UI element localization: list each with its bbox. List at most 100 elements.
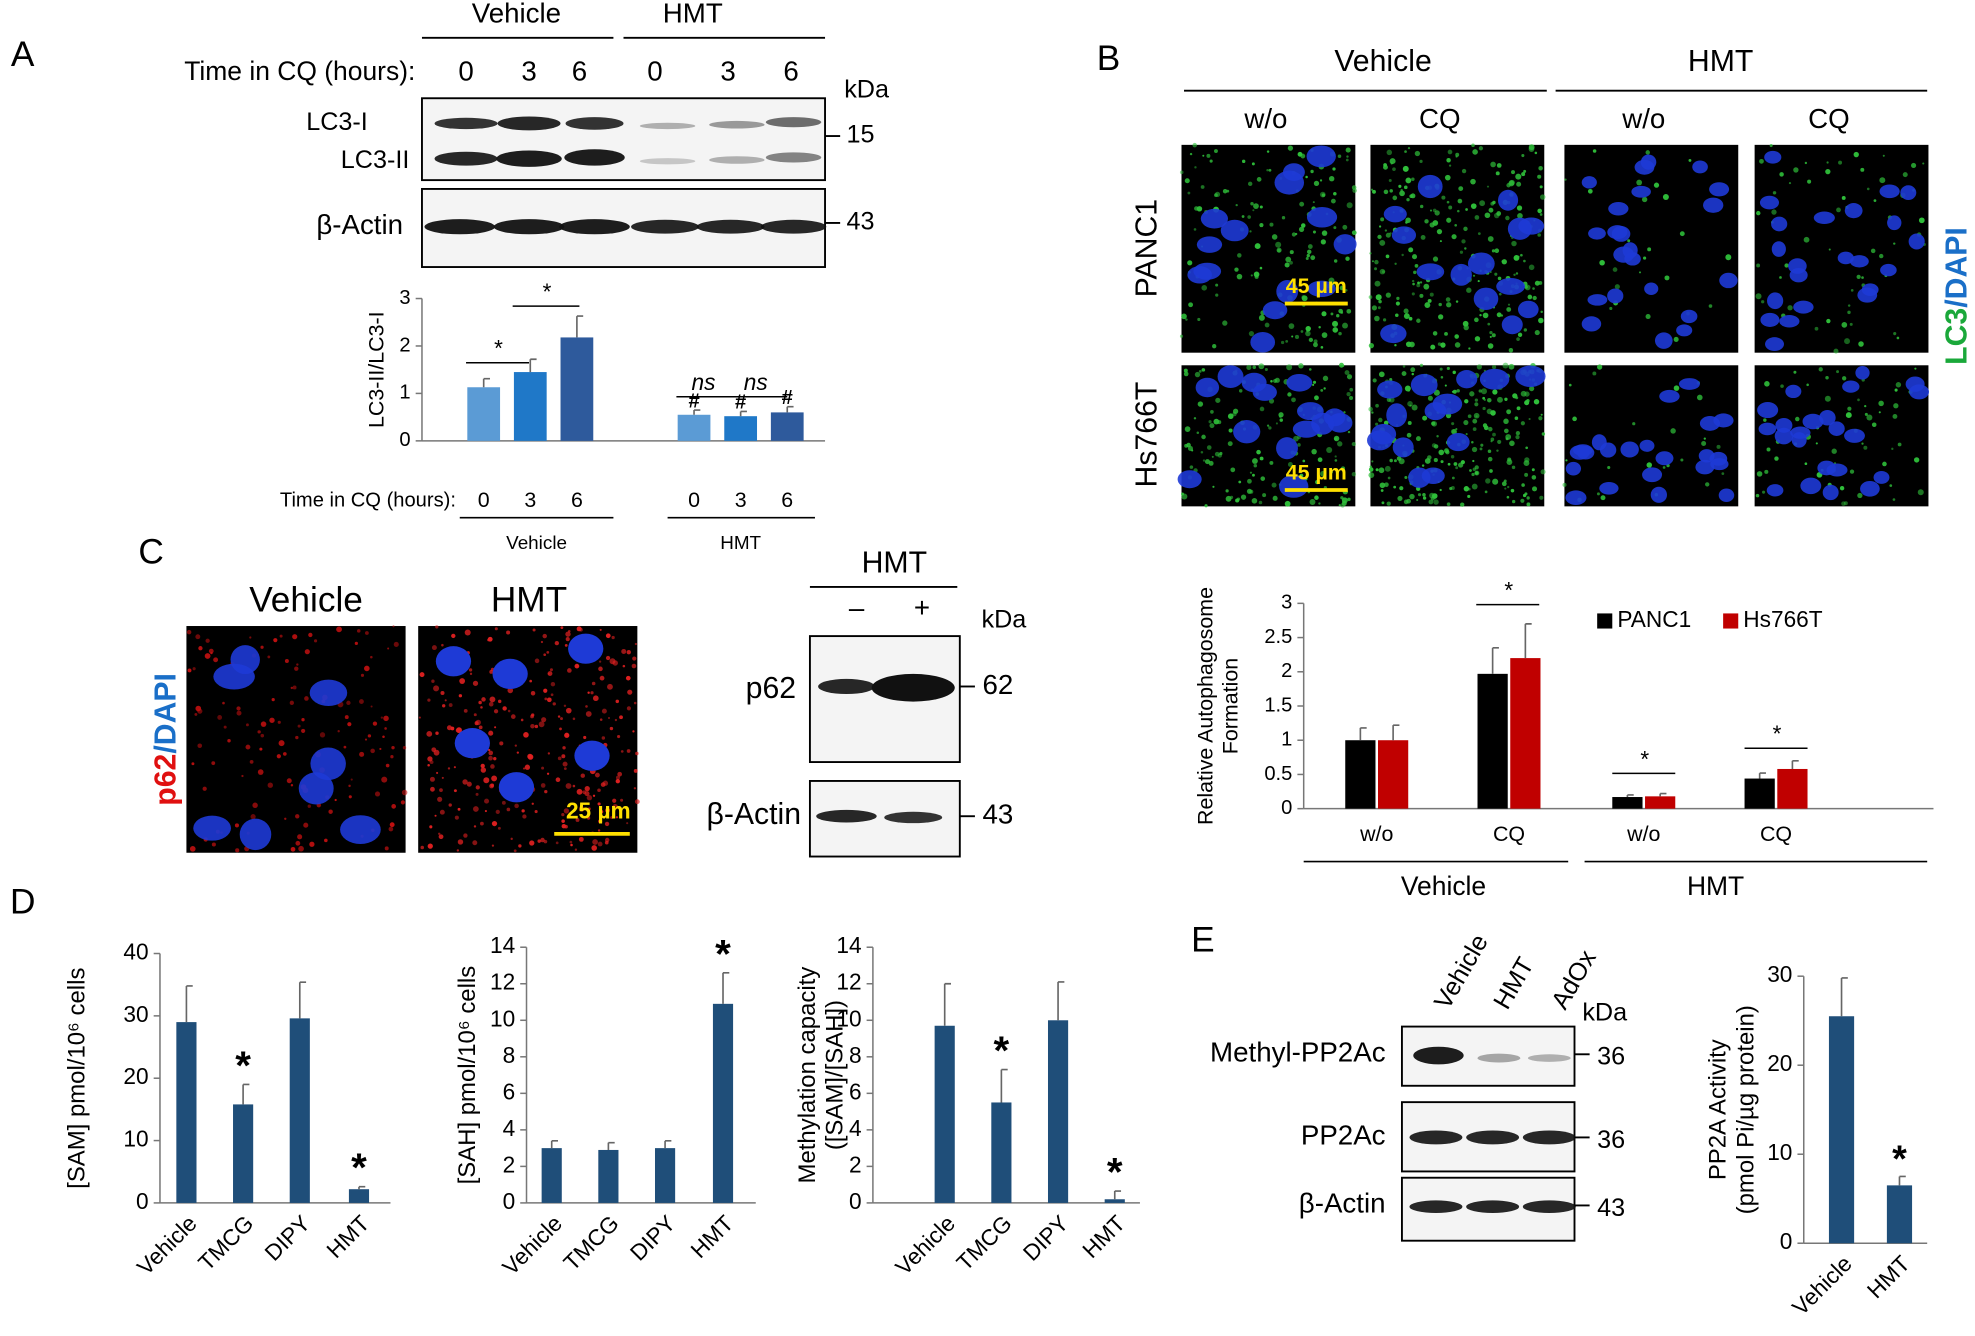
puncta	[1349, 396, 1354, 401]
puncta	[578, 806, 585, 812]
puncta	[1259, 205, 1263, 209]
puncta	[1422, 496, 1427, 500]
puncta	[1389, 458, 1393, 463]
nucleus	[1642, 467, 1663, 483]
puncta	[1183, 371, 1189, 377]
nucleus	[1517, 300, 1539, 319]
puncta	[621, 648, 627, 654]
x-tick-label: DIPY	[1018, 1210, 1074, 1266]
puncta	[1342, 322, 1348, 329]
nucleus	[1479, 368, 1510, 390]
puncta	[1445, 297, 1451, 302]
puncta	[1779, 276, 1782, 279]
band	[765, 152, 822, 163]
nucleus	[1386, 403, 1408, 428]
puncta	[380, 716, 384, 719]
puncta	[1494, 248, 1500, 253]
puncta	[1515, 272, 1519, 275]
puncta	[1511, 170, 1515, 175]
puncta	[1429, 492, 1435, 499]
significance: *	[542, 278, 552, 304]
puncta	[249, 636, 252, 639]
puncta	[1459, 250, 1464, 254]
puncta	[483, 777, 490, 784]
puncta	[1419, 281, 1423, 284]
bar	[1612, 797, 1643, 809]
puncta	[1432, 256, 1439, 262]
y-axis-title: [SAM] pmol/10⁶ cells	[63, 968, 90, 1189]
puncta	[1856, 274, 1861, 279]
puncta	[1201, 285, 1208, 291]
nucleus	[1785, 384, 1802, 399]
puncta	[1208, 460, 1214, 466]
puncta	[1894, 388, 1898, 392]
puncta	[1332, 327, 1339, 333]
bar	[712, 1003, 734, 1203]
puncta	[557, 715, 561, 718]
puncta	[1333, 259, 1338, 263]
nucleus	[1282, 163, 1305, 181]
puncta	[1191, 449, 1194, 452]
puncta	[507, 687, 514, 694]
puncta	[534, 658, 540, 664]
puncta	[1524, 472, 1529, 477]
puncta	[1460, 460, 1465, 465]
puncta	[1312, 230, 1316, 234]
puncta	[382, 735, 385, 738]
puncta	[390, 755, 394, 759]
nucleus	[1844, 203, 1863, 219]
puncta	[1761, 300, 1765, 304]
puncta	[1214, 149, 1218, 153]
puncta	[1664, 275, 1670, 281]
puncta	[257, 769, 264, 775]
puncta	[1487, 343, 1494, 349]
puncta	[1432, 331, 1438, 336]
nucleus	[1873, 470, 1890, 484]
nucleus	[1800, 477, 1822, 495]
kda-marker: 43	[982, 799, 1013, 830]
puncta	[1372, 189, 1376, 194]
puncta	[489, 696, 496, 703]
puncta	[527, 753, 533, 760]
puncta	[488, 750, 494, 756]
puncta	[271, 698, 275, 702]
image-title: HMT	[491, 580, 567, 619]
puncta	[1756, 471, 1763, 477]
puncta	[529, 679, 533, 683]
kda-label: kDa	[1582, 999, 1628, 1027]
puncta	[597, 829, 601, 832]
puncta	[1212, 344, 1217, 349]
y-tick-label: 4	[503, 1115, 516, 1141]
legend-swatch	[1723, 613, 1739, 629]
puncta	[1381, 501, 1385, 505]
puncta	[1479, 200, 1486, 207]
puncta	[1346, 392, 1351, 397]
band	[1522, 1130, 1576, 1145]
puncta	[1592, 371, 1597, 376]
puncta	[1351, 230, 1357, 236]
puncta	[586, 816, 591, 820]
nucleus	[1775, 417, 1793, 433]
puncta	[1301, 223, 1306, 228]
puncta	[1281, 216, 1286, 220]
puncta	[1537, 233, 1541, 237]
puncta	[1422, 492, 1426, 497]
nucleus	[1767, 292, 1784, 310]
puncta	[1262, 493, 1267, 498]
puncta	[420, 845, 425, 850]
x-tick-label: 3	[524, 488, 536, 512]
puncta	[1320, 470, 1326, 477]
puncta	[494, 627, 498, 631]
puncta	[392, 625, 395, 628]
nucleus	[1837, 251, 1854, 265]
puncta	[402, 746, 407, 750]
condition-label: w/o	[1621, 103, 1665, 134]
nucleus	[340, 815, 381, 844]
band	[1409, 1200, 1463, 1213]
puncta	[1428, 499, 1434, 505]
puncta	[208, 648, 214, 654]
band	[493, 219, 565, 235]
x-tick-label: 3	[735, 488, 747, 512]
puncta	[384, 846, 389, 851]
puncta	[1803, 236, 1810, 243]
